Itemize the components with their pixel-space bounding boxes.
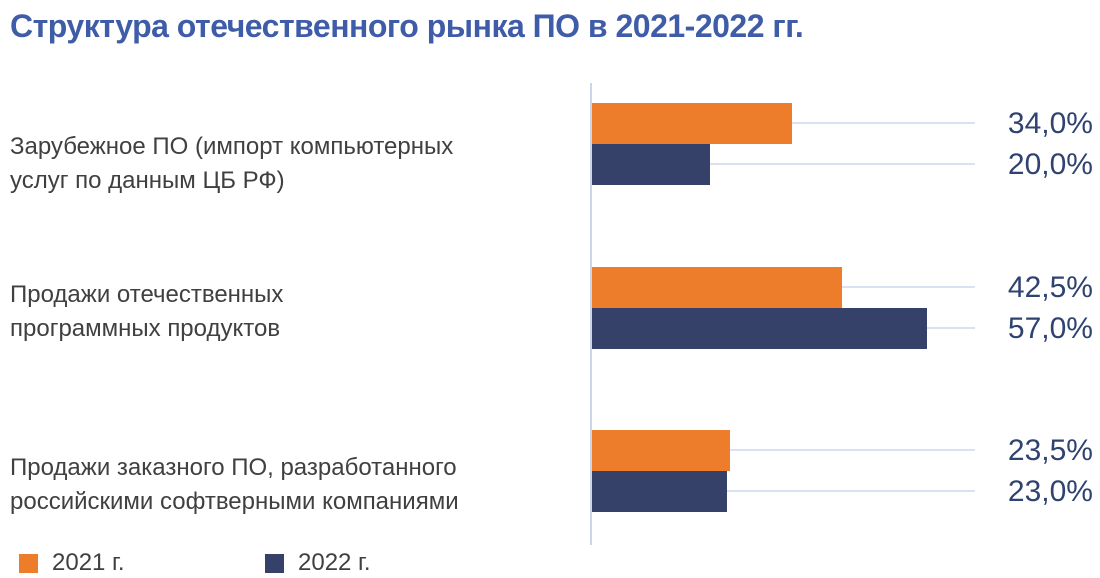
- y-axis-line: [590, 83, 592, 545]
- category-label-line: услуг по данным ЦБ РФ): [10, 167, 285, 194]
- category-label-domestic-products: Продажи отечественных программных продук…: [10, 278, 585, 346]
- bar-2022-foreign-software: [592, 144, 710, 185]
- plot-area: 34,0% 20,0% 42,5% 57,0% 23,5% 23,0%: [592, 0, 1100, 578]
- chart-title: Структура отечественного рынка ПО в 2021…: [10, 8, 804, 44]
- category-label-foreign-software: Зарубежное ПО (импорт компьютерных услуг…: [10, 130, 585, 198]
- category-label-line: Зарубежное ПО (импорт компьютерных: [10, 133, 454, 160]
- category-label-line: российскими софтверными компаниями: [10, 488, 459, 515]
- value-label-2021-foreign-software: 34,0%: [1007, 107, 1093, 140]
- bar-2021-foreign-software: [592, 103, 792, 144]
- legend-label-2021: 2021 г.: [52, 549, 125, 576]
- leader-line: [791, 122, 975, 124]
- category-label-line: Продажи отечественных: [10, 281, 284, 308]
- bar-2022-domestic-products: [592, 308, 928, 349]
- bar-2021-domestic-products: [592, 267, 842, 308]
- bar-2022-custom-software: [592, 471, 728, 512]
- leader-line: [709, 163, 975, 165]
- category-label-line: программных продуктов: [10, 315, 281, 342]
- value-label-2021-custom-software: 23,5%: [1007, 434, 1093, 467]
- bar-2021-custom-software: [592, 430, 731, 471]
- leader-line: [927, 327, 975, 329]
- leader-line: [841, 286, 975, 288]
- legend-label-2022: 2022 г.: [298, 549, 371, 576]
- value-label-2022-domestic-products: 57,0%: [1007, 312, 1093, 345]
- leader-line: [730, 449, 975, 451]
- legend-swatch-2022: [265, 553, 284, 573]
- category-label-line: Продажи заказного ПО, разработанного: [10, 454, 457, 481]
- leader-line: [727, 490, 975, 492]
- legend-item-2022: 2022 г.: [265, 549, 371, 577]
- category-label-custom-software: Продажи заказного ПО, разработанного рос…: [10, 451, 585, 519]
- legend-item-2021: 2021 г.: [19, 549, 125, 577]
- value-label-2021-domestic-products: 42,5%: [1007, 271, 1093, 304]
- value-label-2022-custom-software: 23,0%: [1007, 475, 1093, 508]
- legend-swatch-2021: [19, 553, 38, 573]
- value-label-2022-foreign-software: 20,0%: [1007, 148, 1093, 181]
